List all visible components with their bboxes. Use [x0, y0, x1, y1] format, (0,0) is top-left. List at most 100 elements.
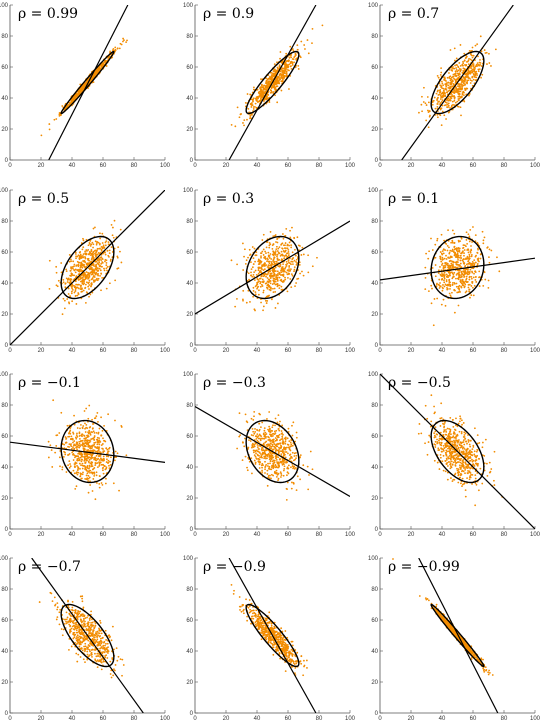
data-point: [93, 271, 96, 274]
data-point: [274, 307, 277, 309]
data-point: [259, 86, 262, 89]
data-point: [74, 295, 77, 297]
data-point: [263, 268, 266, 271]
data-point: [295, 457, 297, 460]
data-point: [90, 450, 92, 453]
data-point: [280, 430, 283, 432]
rho-label: ρ = 0.99: [18, 6, 78, 22]
x-tick-label: 80: [501, 163, 508, 169]
data-point: [299, 272, 301, 275]
data-point: [102, 459, 105, 462]
data-point: [258, 444, 261, 447]
data-point: [272, 72, 274, 75]
data-point: [101, 257, 104, 260]
data-point: [73, 454, 76, 457]
data-point: [443, 239, 446, 242]
data-point: [81, 290, 84, 293]
data-point: [443, 281, 446, 284]
data-point: [108, 249, 111, 252]
x-tick-label: 40: [254, 163, 261, 169]
data-point: [57, 279, 60, 282]
data-point: [446, 103, 449, 106]
data-point: [291, 451, 294, 454]
data-point: [285, 228, 288, 230]
data-point: [420, 103, 423, 106]
data-point: [93, 471, 96, 474]
data-point: [102, 455, 105, 458]
data-point: [260, 435, 263, 438]
data-point: [73, 269, 76, 272]
data-point: [74, 466, 76, 469]
y-tick-label: 40: [1, 96, 8, 102]
data-point: [430, 284, 433, 287]
data-point: [72, 469, 75, 472]
data-point: [266, 300, 269, 302]
data-point: [262, 437, 264, 440]
data-point: [88, 404, 91, 407]
y-tick-label: 40: [1, 465, 8, 471]
data-point: [421, 110, 423, 113]
data-point: [263, 427, 266, 429]
data-point: [464, 64, 466, 66]
data-point: [76, 93, 79, 96]
data-point: [79, 427, 81, 430]
data-point: [238, 116, 241, 119]
data-point: [459, 106, 462, 109]
data-point: [485, 51, 488, 54]
data-point: [474, 270, 477, 273]
data-point: [291, 444, 294, 447]
data-point: [49, 444, 52, 447]
data-point: [107, 455, 110, 458]
data-point: [97, 432, 100, 435]
data-point: [277, 456, 280, 459]
data-point: [80, 443, 82, 446]
data-point: [277, 472, 280, 475]
data-point: [60, 411, 63, 414]
data-point: [76, 441, 79, 444]
data-point: [258, 454, 260, 457]
data-point: [84, 427, 86, 430]
data-point: [494, 48, 497, 51]
data-point: [271, 452, 274, 455]
data-point: [100, 272, 103, 275]
data-point: [105, 287, 108, 290]
data-point: [84, 250, 86, 253]
data-point: [465, 275, 468, 278]
data-point: [87, 285, 90, 288]
data-point: [236, 298, 238, 300]
data-point: [276, 273, 279, 275]
data-point: [284, 61, 287, 64]
data-point: [105, 267, 108, 270]
data-point: [241, 441, 244, 444]
data-point: [283, 437, 286, 440]
data-point: [267, 295, 269, 298]
data-point: [438, 100, 440, 103]
data-point: [263, 451, 266, 454]
data-point: [91, 423, 94, 425]
data-point: [284, 440, 287, 443]
data-point: [105, 264, 108, 267]
data-point: [464, 78, 467, 81]
data-point: [96, 247, 99, 250]
data-point: [482, 242, 485, 245]
y-tick-label: 0: [190, 527, 194, 533]
data-point: [455, 249, 458, 252]
data-point: [263, 263, 266, 266]
data-point: [71, 447, 73, 450]
data-point: [274, 263, 277, 265]
data-point: [85, 455, 87, 458]
data-point: [260, 453, 262, 455]
data-point: [276, 253, 279, 256]
data-point: [92, 467, 95, 470]
data-point: [466, 255, 469, 258]
data-point: [108, 282, 111, 285]
data-point: [464, 83, 467, 86]
data-point: [269, 460, 272, 463]
data-point: [86, 436, 89, 438]
data-point: [260, 98, 263, 101]
data-point: [99, 475, 101, 478]
data-point: [98, 243, 101, 246]
data-point: [56, 285, 59, 288]
data-point: [85, 407, 88, 410]
